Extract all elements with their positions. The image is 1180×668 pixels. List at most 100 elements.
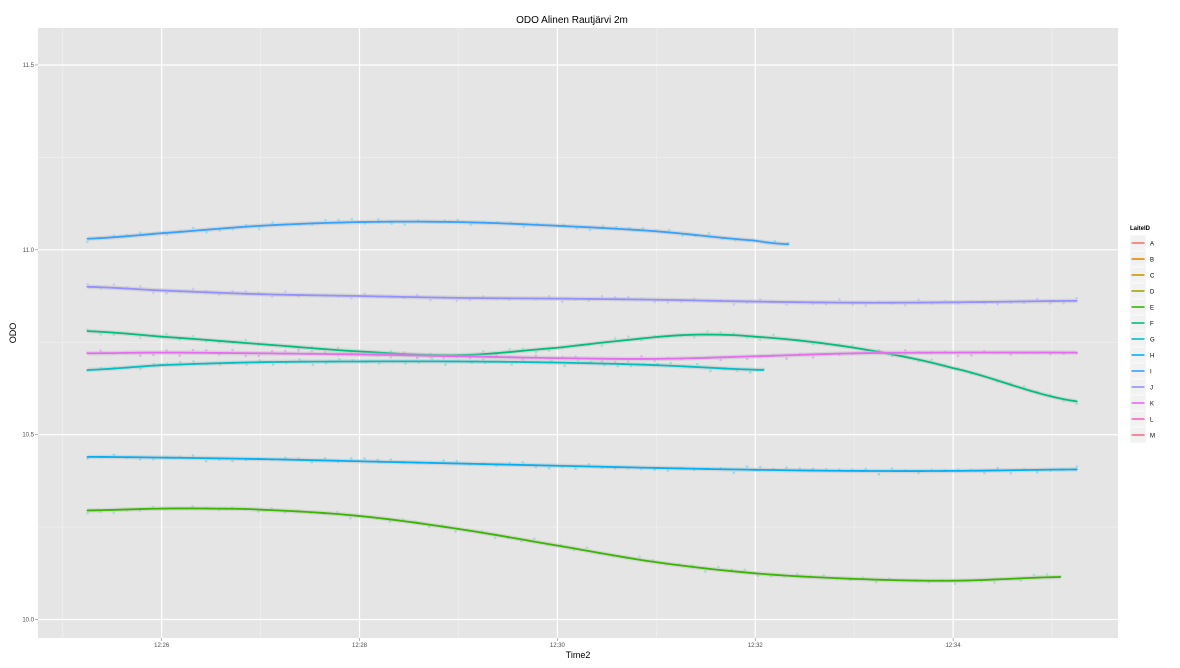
data-point bbox=[653, 468, 656, 472]
data-point bbox=[324, 218, 327, 222]
data-point bbox=[152, 353, 155, 357]
data-point bbox=[534, 465, 538, 469]
data-point bbox=[600, 359, 604, 363]
data-point bbox=[151, 505, 155, 509]
legend-label-M: M bbox=[1150, 434, 1155, 440]
data-point bbox=[455, 299, 459, 303]
data-point bbox=[877, 472, 881, 476]
data-point bbox=[996, 466, 999, 470]
y-tick-label: 11.5 bbox=[23, 63, 35, 69]
x-tick-label: 12:28 bbox=[352, 643, 368, 649]
data-point bbox=[601, 224, 605, 228]
data-point bbox=[796, 572, 799, 576]
data-point bbox=[640, 354, 643, 358]
data-point bbox=[745, 465, 749, 468]
data-point bbox=[534, 354, 538, 358]
data-point bbox=[603, 364, 606, 367]
data-point bbox=[258, 227, 261, 231]
series-lines bbox=[86, 219, 1078, 583]
data-point bbox=[681, 234, 684, 237]
data-point bbox=[822, 574, 825, 577]
data-point bbox=[258, 358, 262, 362]
data-point bbox=[178, 354, 182, 357]
data-point bbox=[138, 336, 142, 340]
data-point bbox=[165, 332, 168, 336]
data-point bbox=[231, 289, 234, 293]
data-point bbox=[616, 364, 619, 368]
data-point bbox=[363, 457, 366, 460]
data-point bbox=[510, 363, 513, 366]
data-point bbox=[138, 354, 142, 357]
data-point bbox=[493, 536, 497, 540]
data-point bbox=[956, 354, 960, 358]
data-point bbox=[653, 359, 656, 363]
data-point bbox=[917, 298, 920, 301]
data-point bbox=[666, 469, 670, 472]
data-point bbox=[575, 227, 578, 230]
series-line-I bbox=[86, 220, 790, 246]
data-point bbox=[430, 357, 434, 360]
data-point bbox=[785, 466, 788, 469]
data-point bbox=[1035, 297, 1039, 301]
data-point bbox=[311, 363, 315, 367]
data-point bbox=[427, 525, 431, 529]
data-point bbox=[204, 459, 208, 463]
data-point bbox=[1062, 301, 1065, 305]
y-tick-label: 10.0 bbox=[22, 618, 34, 624]
data-point bbox=[86, 457, 89, 460]
data-point bbox=[112, 283, 116, 286]
data-point bbox=[231, 459, 234, 463]
data-point bbox=[1009, 471, 1013, 475]
data-point bbox=[851, 344, 854, 347]
data-point bbox=[377, 218, 380, 221]
data-point bbox=[152, 457, 155, 461]
data-point bbox=[521, 358, 525, 362]
data-point bbox=[638, 555, 641, 558]
data-point bbox=[389, 355, 393, 359]
data-point bbox=[587, 299, 591, 303]
data-point bbox=[297, 349, 300, 352]
data-point bbox=[86, 282, 89, 286]
data-point bbox=[704, 570, 707, 573]
data-point bbox=[600, 294, 604, 298]
data-point bbox=[585, 546, 589, 549]
data-point bbox=[363, 292, 366, 296]
data-point bbox=[350, 217, 354, 221]
data-point bbox=[99, 333, 102, 336]
legend-label-J: J bbox=[1150, 386, 1153, 392]
data-point bbox=[178, 360, 182, 364]
data-point bbox=[271, 221, 274, 224]
data-point bbox=[719, 358, 722, 362]
data-point bbox=[930, 358, 933, 361]
data-point bbox=[588, 228, 592, 232]
x-tick-label: 12:34 bbox=[946, 643, 962, 649]
data-point bbox=[138, 285, 142, 288]
data-point bbox=[455, 459, 459, 463]
data-point bbox=[613, 360, 617, 364]
data-point bbox=[864, 304, 868, 307]
data-point bbox=[231, 228, 235, 231]
data-point bbox=[468, 298, 472, 302]
legend-label-C: C bbox=[1150, 274, 1155, 280]
data-point bbox=[521, 461, 525, 464]
data-point bbox=[861, 576, 865, 579]
data-point bbox=[508, 461, 511, 465]
data-point bbox=[1022, 385, 1026, 388]
data-point bbox=[191, 454, 195, 457]
data-point bbox=[99, 349, 102, 352]
data-point bbox=[917, 471, 920, 475]
data-point bbox=[953, 582, 957, 586]
data-point bbox=[772, 333, 775, 337]
legend-label-D: D bbox=[1150, 290, 1155, 296]
data-point bbox=[204, 349, 208, 352]
data-point bbox=[587, 462, 591, 466]
data-point bbox=[349, 516, 352, 520]
data-point bbox=[769, 574, 773, 578]
x-tick-label: 12:32 bbox=[748, 643, 764, 649]
data-point bbox=[993, 581, 996, 584]
data-point bbox=[626, 295, 630, 299]
data-point bbox=[864, 467, 868, 471]
data-point bbox=[785, 357, 788, 360]
data-point bbox=[798, 467, 802, 470]
data-point bbox=[732, 332, 736, 335]
